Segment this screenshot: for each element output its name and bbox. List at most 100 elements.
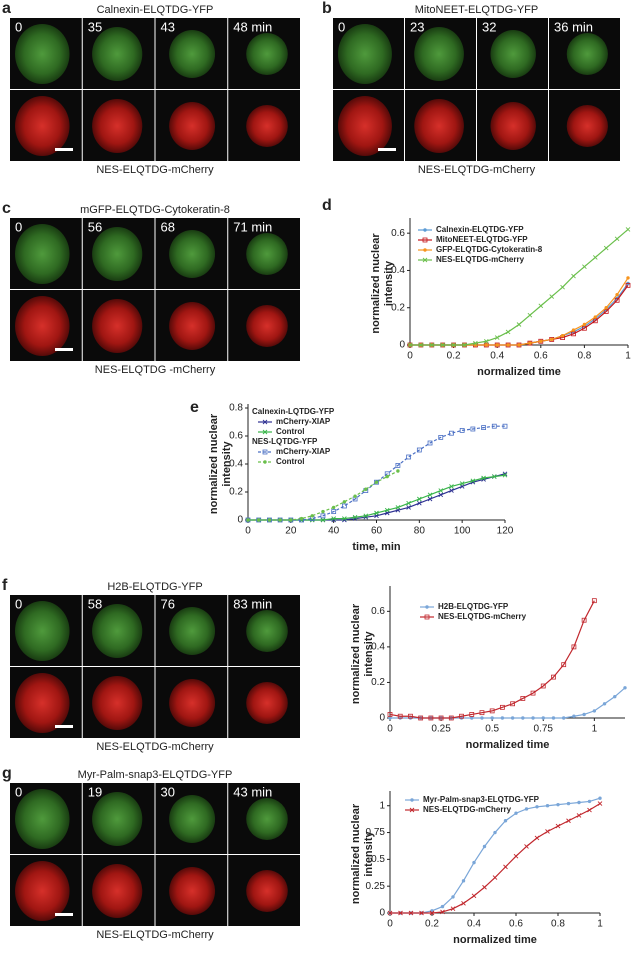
marker (535, 805, 539, 809)
marker (418, 715, 424, 721)
cell (92, 27, 143, 81)
series-line (410, 285, 629, 346)
marker (395, 505, 401, 510)
marker (623, 686, 627, 690)
x-axis-label: normalized time (453, 934, 537, 946)
scale-bar (55, 348, 73, 351)
cell (15, 601, 70, 661)
marker (417, 496, 422, 502)
legend-marker (422, 237, 428, 243)
marker (592, 318, 598, 324)
series-line (410, 277, 629, 346)
marker (388, 716, 392, 720)
legend-label: Calnexin-ELQTDG-YFP (436, 225, 524, 234)
marker (566, 801, 571, 806)
marker (625, 227, 631, 232)
marker (352, 514, 358, 520)
marker (491, 423, 497, 429)
legend-marker (262, 419, 268, 425)
marker (516, 322, 522, 327)
marker (502, 423, 508, 429)
time-label: 32 (482, 19, 496, 34)
series-line (390, 803, 601, 914)
marker (438, 715, 444, 721)
marker (550, 337, 554, 342)
marker (524, 844, 529, 849)
x-axis-label: normalized time (466, 739, 550, 751)
cell (169, 102, 216, 150)
cell (15, 24, 70, 84)
legend-marker (262, 449, 268, 455)
marker (530, 690, 536, 696)
marker (603, 309, 609, 314)
marker (539, 339, 543, 343)
cell (566, 33, 608, 75)
cell (92, 604, 143, 658)
y-axis-label: normalized nuclear (350, 603, 362, 704)
x-tick-label: 1 (592, 724, 598, 735)
marker (278, 518, 282, 522)
marker (587, 799, 592, 804)
marker (310, 514, 314, 518)
y-tick-label: 0.4 (391, 265, 405, 276)
marker (481, 475, 486, 481)
x-tick-label: 120 (497, 526, 514, 537)
cell (169, 607, 216, 655)
marker (499, 704, 505, 710)
cell (92, 227, 143, 281)
marker (603, 245, 609, 251)
marker (561, 716, 566, 720)
cell (169, 30, 216, 78)
marker (374, 510, 379, 516)
scale-bar (55, 148, 73, 151)
x-tick-label: 0.8 (551, 919, 565, 930)
cell (566, 105, 608, 147)
marker (427, 496, 433, 502)
marker (604, 306, 608, 310)
series-line (389, 600, 595, 719)
marker (418, 342, 424, 348)
marker (461, 879, 466, 883)
y-axis-label: intensity (363, 631, 375, 677)
time-label: 43 min (233, 784, 272, 799)
x-tick-label: 100 (454, 526, 471, 537)
y-tick-label: 0.4 (371, 642, 385, 653)
y-axis-label: intensity (221, 441, 233, 487)
cell (92, 792, 143, 846)
marker (582, 712, 586, 717)
cell (15, 96, 70, 156)
y-tick-label: 0.2 (371, 677, 385, 688)
time-label: 19 (88, 784, 102, 799)
marker (491, 474, 497, 479)
marker (494, 335, 500, 340)
time-label: 0 (15, 784, 22, 799)
cell (169, 302, 216, 350)
marker (406, 500, 411, 506)
panel-letter: g (2, 765, 12, 782)
time-label: 0 (15, 596, 22, 611)
legend-label: NES-ELQTDG-mCherry (438, 612, 527, 621)
marker (385, 474, 389, 479)
marker (582, 325, 587, 331)
marker (459, 427, 465, 433)
cell (337, 24, 392, 84)
marker (408, 713, 413, 719)
x-tick-label: 0.8 (577, 351, 591, 362)
y-tick-label: 0.6 (371, 606, 385, 617)
panel-letter: e (190, 399, 199, 416)
time-label: 36 min (554, 19, 593, 34)
series-line (390, 797, 601, 914)
marker (625, 282, 631, 288)
cell (246, 610, 288, 652)
marker (438, 434, 444, 440)
marker (461, 901, 466, 906)
series-line (410, 283, 629, 346)
panel-caption: NES-ELQTDG-mCherry (96, 741, 214, 753)
marker (545, 804, 550, 808)
cell (246, 105, 288, 147)
marker (510, 701, 516, 707)
cell (490, 102, 536, 150)
marker (331, 505, 336, 510)
cell (490, 30, 536, 78)
marker (482, 844, 487, 849)
